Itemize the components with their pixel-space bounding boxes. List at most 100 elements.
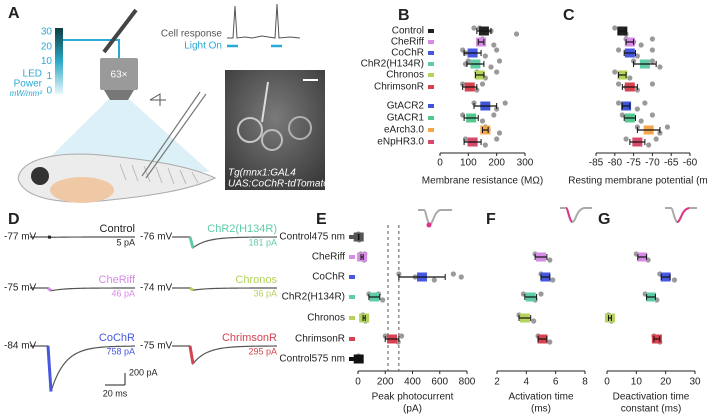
x-tick-label: 20 — [660, 377, 672, 388]
cell — [288, 116, 312, 140]
x-axis-label: Deactivation time — [613, 392, 690, 403]
data-point — [642, 100, 648, 106]
category-label: GtACR2 — [387, 101, 425, 112]
objective-label: 63× — [111, 70, 128, 81]
data-point — [615, 100, 622, 106]
legend-swatch — [428, 128, 434, 132]
activation-icon — [560, 207, 592, 224]
data-point — [488, 64, 494, 70]
yolk — [50, 177, 114, 203]
data-point — [671, 277, 678, 283]
power-tick-label: 30 — [41, 27, 53, 38]
trace-name: ChrimsonR — [222, 332, 277, 344]
data-point — [612, 69, 618, 75]
data-point — [550, 277, 556, 283]
data-point — [547, 257, 553, 263]
scale-label-x: 20 ms — [103, 388, 128, 398]
peak-label: 758 pA — [106, 346, 135, 356]
data-point — [471, 25, 477, 31]
data-point — [615, 47, 622, 53]
legend-swatch — [428, 73, 434, 77]
x-axis-label: constant (ms) — [621, 404, 682, 415]
mirror — [102, 8, 138, 54]
data-point — [399, 333, 405, 339]
x-tick-label: 100 — [460, 158, 477, 169]
x-tick-label: -85 — [589, 158, 604, 169]
trace-name: ChR2(H134R) — [207, 223, 277, 235]
category-label: ChrimsonR — [374, 82, 424, 93]
objective — [100, 58, 138, 90]
data-point — [627, 75, 633, 81]
panel-label: F — [486, 211, 496, 228]
legend-swatch — [428, 140, 434, 144]
legend-swatch — [349, 295, 355, 299]
x-tick-label: 800 — [459, 377, 476, 388]
light-label: Light On — [184, 41, 222, 52]
current-trace — [30, 287, 136, 292]
legend-swatch — [428, 116, 434, 120]
trace-name: CoChR — [99, 332, 135, 344]
x-tick-label: 0 — [604, 377, 610, 388]
data-point — [458, 274, 464, 280]
category-label: Control — [392, 26, 424, 37]
holding-potential: -75 mV — [4, 283, 37, 294]
light-onset — [46, 286, 53, 292]
power-colorbar — [55, 28, 63, 94]
data-point — [513, 31, 520, 37]
x-tick-label: -80 — [608, 158, 623, 169]
category-label: Control575 nm — [279, 354, 345, 365]
data-point — [649, 36, 656, 42]
x-tick-label: 0 — [355, 377, 361, 388]
data-point — [496, 130, 503, 136]
category-label: ChR2(H134R) — [361, 59, 424, 70]
cell — [261, 129, 283, 151]
x-tick-label: 400 — [404, 377, 421, 388]
pipette — [261, 81, 269, 123]
category-label: Control475 nm — [279, 232, 345, 243]
trace-name: CheRiff — [99, 274, 136, 286]
activation-highlight — [565, 207, 573, 223]
legend-swatch — [428, 104, 434, 108]
x-tick-label: -65 — [664, 158, 679, 169]
data-point — [479, 81, 486, 87]
data-point — [450, 271, 456, 277]
x-axis-label: (pA) — [403, 404, 422, 415]
data-point — [482, 53, 488, 59]
caption: UAS:CoChR-tdTomato) — [228, 179, 332, 190]
scale-label-y: 200 pA — [129, 367, 158, 377]
data-point — [496, 58, 503, 64]
data-point — [380, 297, 386, 303]
somites — [119, 163, 199, 185]
electrode-icon — [149, 93, 166, 106]
category-label: CoChR — [312, 272, 345, 283]
current-trace — [172, 345, 278, 366]
data-point — [638, 42, 644, 48]
trace-name: Control — [100, 223, 135, 235]
data-point — [494, 136, 500, 142]
panel-label: E — [316, 211, 327, 228]
caption: Tg(mnx1:GAL4 — [228, 168, 296, 179]
data-point — [538, 291, 544, 297]
category-label: CoChR — [391, 48, 424, 59]
current-trace — [172, 236, 278, 249]
current-trace — [30, 345, 136, 392]
light-onset — [188, 236, 195, 249]
legend-swatch — [428, 29, 434, 33]
trace-name: Chronos — [235, 274, 277, 286]
data-point — [664, 124, 671, 130]
x-axis-label: (ms) — [531, 404, 551, 415]
holding-potential: -74 mV — [140, 283, 173, 294]
legend-swatch — [428, 85, 434, 89]
holding-potential: -84 mV — [4, 341, 37, 352]
panel-label: D — [8, 211, 20, 228]
data-point — [491, 112, 497, 118]
peak-dot — [426, 222, 432, 228]
x-axis-label: Resting membrane potential (mV) — [568, 176, 708, 187]
panel-e-f-g-icons — [418, 207, 697, 228]
electrode — [145, 93, 207, 179]
peak-label: 181 pA — [248, 237, 277, 247]
legend-swatch — [349, 235, 355, 239]
x-tick-label: 30 — [689, 377, 701, 388]
data-point — [615, 81, 622, 87]
data-point — [619, 112, 625, 118]
